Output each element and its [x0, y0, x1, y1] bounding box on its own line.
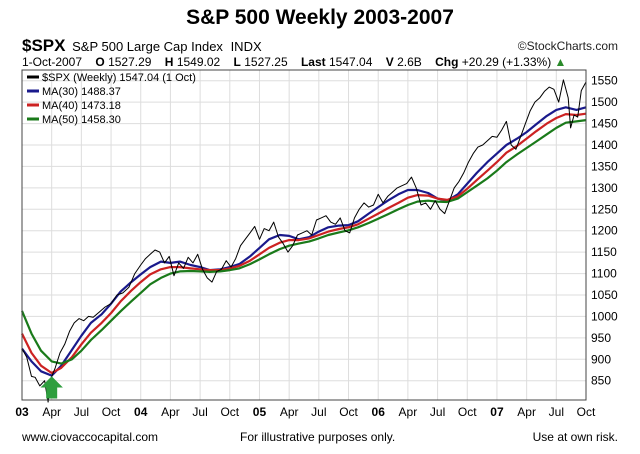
- x-tick-label: Oct: [458, 405, 477, 419]
- change-value: +20.29 (+1.33%): [461, 55, 552, 69]
- ticker-name: S&P 500 Large Cap Index: [72, 39, 223, 54]
- footer-risk-note: Use at own risk.: [532, 430, 618, 444]
- y-tick-label: 1000: [591, 309, 618, 323]
- open-value: 1527.29: [108, 55, 152, 69]
- x-tick-label: Apr: [42, 405, 61, 419]
- x-tick-label: Jul: [311, 405, 326, 419]
- last-value: 1547.04: [329, 55, 373, 69]
- y-tick-label: 1400: [591, 138, 618, 152]
- chart-title: S&P 500 Weekly 2003-2007: [186, 6, 454, 29]
- ticker-symbol: $SPX: [22, 36, 66, 55]
- y-tick-label: 1200: [591, 224, 618, 238]
- legend-label: $SPX (Weekly) 1547.04 (1 Oct): [42, 72, 196, 84]
- x-tick-label: 07: [490, 405, 504, 419]
- y-tick-label: 1050: [591, 288, 618, 302]
- footer-disclaimer: For illustrative purposes only.: [240, 430, 396, 444]
- x-tick-label: Oct: [339, 405, 358, 419]
- ma-series-line: [21, 112, 587, 375]
- x-tick-label: 06: [372, 405, 386, 419]
- ma-series-line: [20, 119, 587, 365]
- x-tick-label: Apr: [399, 405, 418, 419]
- y-tick-label: 1150: [591, 245, 617, 259]
- y-tick-label: 1250: [591, 202, 618, 216]
- open-label: O: [95, 55, 105, 69]
- change-label: Chg: [435, 55, 459, 69]
- annotations: [40, 376, 63, 399]
- x-tick-label: Apr: [517, 405, 536, 419]
- price-series-line: [21, 79, 587, 403]
- y-tick-label: 900: [591, 352, 611, 366]
- last-label: Last: [300, 55, 326, 69]
- legend: $SPX (Weekly) 1547.04 (1 Oct) MA(30) 1488…: [27, 72, 196, 126]
- x-tick-label: Oct: [220, 405, 239, 419]
- plot-frame: [21, 69, 587, 401]
- watermark: ©StockCharts.com: [517, 39, 618, 53]
- x-tick-label: 03: [15, 405, 29, 419]
- x-tick-label: 05: [253, 405, 267, 419]
- high-value: 1549.02: [176, 55, 221, 69]
- x-tick-label: Oct: [102, 405, 121, 419]
- y-tick-label: 1100: [591, 267, 617, 281]
- ticker-exchange: INDX: [230, 39, 262, 54]
- ticker-row: $SPX S&P 500 Large Cap Index INDX: [22, 36, 262, 56]
- axes: 850 900 950 1000 1050 1100 1150 1200 1250 1300 135…: [15, 69, 618, 419]
- x-tick-label: Jul: [549, 405, 564, 419]
- x-tick-label: Oct: [577, 405, 596, 419]
- x-tick-label: Apr: [280, 405, 299, 419]
- x-tick-label: Jul: [74, 405, 89, 419]
- y-tick-label: 1500: [591, 95, 618, 109]
- y-tick-label: 1550: [591, 74, 618, 88]
- change-up-arrow-icon: ▲: [554, 55, 567, 69]
- quote-row: 1-Oct-2007 O 1527.29 H 1549.02 L 1527.25…: [22, 55, 566, 69]
- series-lines: [20, 79, 587, 403]
- x-tick-label: Apr: [161, 405, 180, 419]
- volume-label: V: [385, 55, 394, 69]
- legend-label: MA(30) 1488.37: [42, 86, 121, 98]
- x-tick-label: Jul: [430, 405, 445, 419]
- quote-date: 1-Oct-2007: [22, 55, 83, 69]
- legend-label: MA(50) 1458.30: [42, 114, 121, 126]
- y-tick-label: 1450: [591, 117, 618, 131]
- y-tick-label: 850: [591, 374, 611, 388]
- volume-value: 2.6B: [397, 55, 422, 69]
- x-tick-label: 04: [134, 405, 148, 419]
- low-value: 1527.25: [244, 55, 288, 69]
- footer-website: www.ciovaccocapital.com: [22, 430, 159, 444]
- low-label: L: [233, 55, 241, 69]
- legend-label: MA(40) 1473.18: [42, 100, 121, 112]
- y-tick-label: 1350: [591, 159, 618, 173]
- y-tick-label: 1300: [591, 181, 618, 195]
- x-tick-label: Jul: [192, 405, 207, 419]
- y-tick-label: 950: [591, 331, 611, 345]
- up-arrow-icon: [40, 376, 63, 399]
- high-label: H: [164, 55, 174, 69]
